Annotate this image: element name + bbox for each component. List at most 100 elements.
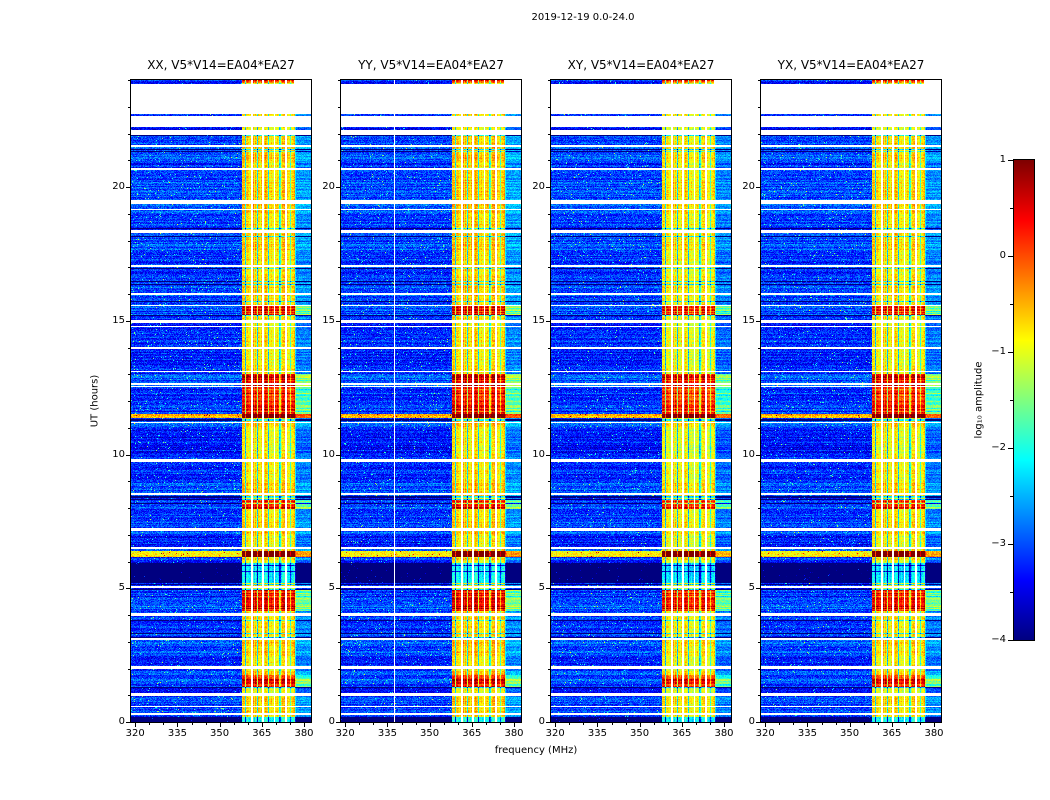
x-tick-label: 380 (504, 728, 524, 739)
x-tick (849, 723, 851, 727)
y-tick (128, 534, 130, 536)
y-tick (546, 454, 550, 456)
y-tick-label: 5 (748, 582, 755, 594)
colorbar-tick (1010, 400, 1013, 401)
x-tick-label: 320 (125, 728, 145, 739)
y-tick (128, 427, 130, 429)
y-tick (756, 588, 760, 590)
colorbar-tick (1010, 304, 1013, 305)
y-tick (338, 615, 340, 616)
y-tick (126, 722, 130, 723)
y-tick (128, 615, 130, 616)
y-tick (338, 668, 340, 670)
y-tick (548, 240, 550, 242)
x-tick (275, 723, 277, 725)
x-tick (919, 723, 921, 725)
x-tick (765, 723, 767, 727)
x-tick (667, 723, 669, 725)
y-tick (338, 534, 340, 536)
y-tick (758, 160, 760, 162)
x-tick (555, 723, 557, 727)
colorbar-tick-label: −1 (991, 346, 1006, 357)
y-tick (548, 347, 550, 349)
y-tick-label: 0 (538, 716, 545, 727)
colorbar-tick-label: −3 (991, 538, 1006, 549)
y-tick (756, 187, 760, 188)
y-tick (338, 347, 340, 349)
y-tick (128, 481, 130, 483)
colorbar-tick-label: −2 (991, 442, 1006, 453)
x-tick (499, 723, 501, 725)
y-tick (548, 695, 550, 697)
x-tick (653, 723, 655, 725)
spectrogram-canvas-yx (761, 80, 941, 722)
y-tick (338, 294, 340, 295)
y-tick (128, 374, 130, 376)
y-tick (548, 106, 550, 108)
y-tick (548, 641, 550, 643)
y-tick (128, 401, 130, 402)
x-tick-label: 335 (587, 728, 607, 739)
y-tick (756, 722, 760, 723)
y-tick (758, 374, 760, 376)
colorbar-tick (1008, 256, 1013, 257)
x-tick (345, 723, 347, 727)
y-tick (128, 641, 130, 643)
x-tick (443, 723, 445, 725)
y-tick (756, 454, 760, 456)
y-tick (756, 320, 760, 322)
y-tick-label: 20 (112, 181, 125, 192)
y-tick (126, 320, 130, 322)
x-tick-label: 320 (335, 728, 355, 739)
x-tick (583, 723, 585, 725)
colorbar-tick-label: 1 (999, 154, 1006, 165)
y-tick-label: 15 (322, 314, 335, 326)
x-tick (934, 723, 935, 727)
y-tick (758, 695, 760, 697)
y-tick (758, 668, 760, 670)
y-tick (758, 213, 760, 215)
colorbar-gradient (1014, 160, 1034, 640)
y-tick-label: 10 (322, 448, 335, 460)
x-tick (135, 723, 137, 727)
x-tick (821, 723, 823, 725)
x-tick (597, 723, 599, 727)
y-tick-label: 5 (328, 582, 335, 594)
x-tick (401, 723, 403, 725)
spectrogram-canvas-xx (131, 80, 311, 722)
y-tick (758, 401, 760, 402)
y-tick (128, 695, 130, 697)
x-tick-label: 335 (377, 728, 397, 739)
x-axis-label: frequency (MHz) (494, 745, 578, 756)
y-tick (338, 267, 340, 269)
x-tick (191, 723, 193, 725)
panel-title-xy: XY, V5*V14=EA04*EA27 (567, 58, 715, 72)
y-tick (758, 641, 760, 643)
x-tick (611, 723, 613, 725)
panel-title-yx: YX, V5*V14=EA04*EA27 (777, 58, 925, 72)
colorbar-tick (1010, 592, 1013, 593)
y-tick (548, 160, 550, 162)
y-tick (546, 320, 550, 322)
y-tick (128, 294, 130, 295)
y-tick (338, 508, 340, 509)
y-tick (128, 240, 130, 242)
x-tick (429, 723, 431, 727)
y-tick-label: 10 (112, 448, 125, 460)
x-tick (569, 723, 571, 725)
y-tick (548, 668, 550, 670)
x-tick (807, 723, 809, 727)
y-tick (338, 374, 340, 376)
x-tick-label: 365 (882, 728, 902, 739)
y-tick (128, 508, 130, 509)
y-tick (338, 695, 340, 697)
y-tick (548, 561, 550, 563)
figure-title: 2019-12-19 0.0-24.0 (531, 12, 635, 23)
x-tick (779, 723, 781, 725)
colorbar-tick (1008, 640, 1013, 641)
x-tick (863, 723, 865, 725)
x-tick-label: 380 (924, 728, 944, 739)
y-tick-label: 20 (742, 181, 755, 192)
y-tick (548, 374, 550, 376)
y-tick-label: 20 (322, 181, 335, 192)
